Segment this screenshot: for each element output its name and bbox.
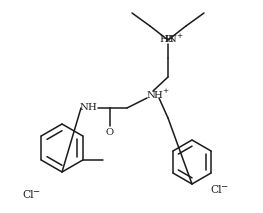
Text: N: N xyxy=(80,104,88,112)
Text: N: N xyxy=(147,91,155,99)
Text: N: N xyxy=(168,36,176,45)
Text: H: H xyxy=(154,91,162,99)
Text: O: O xyxy=(106,128,114,137)
Text: H: H xyxy=(160,36,168,45)
Text: −: − xyxy=(220,181,227,190)
Text: +: + xyxy=(162,87,168,95)
Text: +: + xyxy=(176,32,182,40)
Text: −: − xyxy=(32,187,39,196)
Text: Cl: Cl xyxy=(22,190,34,200)
Text: H: H xyxy=(165,35,173,43)
Text: H: H xyxy=(88,104,96,112)
Text: Cl: Cl xyxy=(210,185,222,195)
